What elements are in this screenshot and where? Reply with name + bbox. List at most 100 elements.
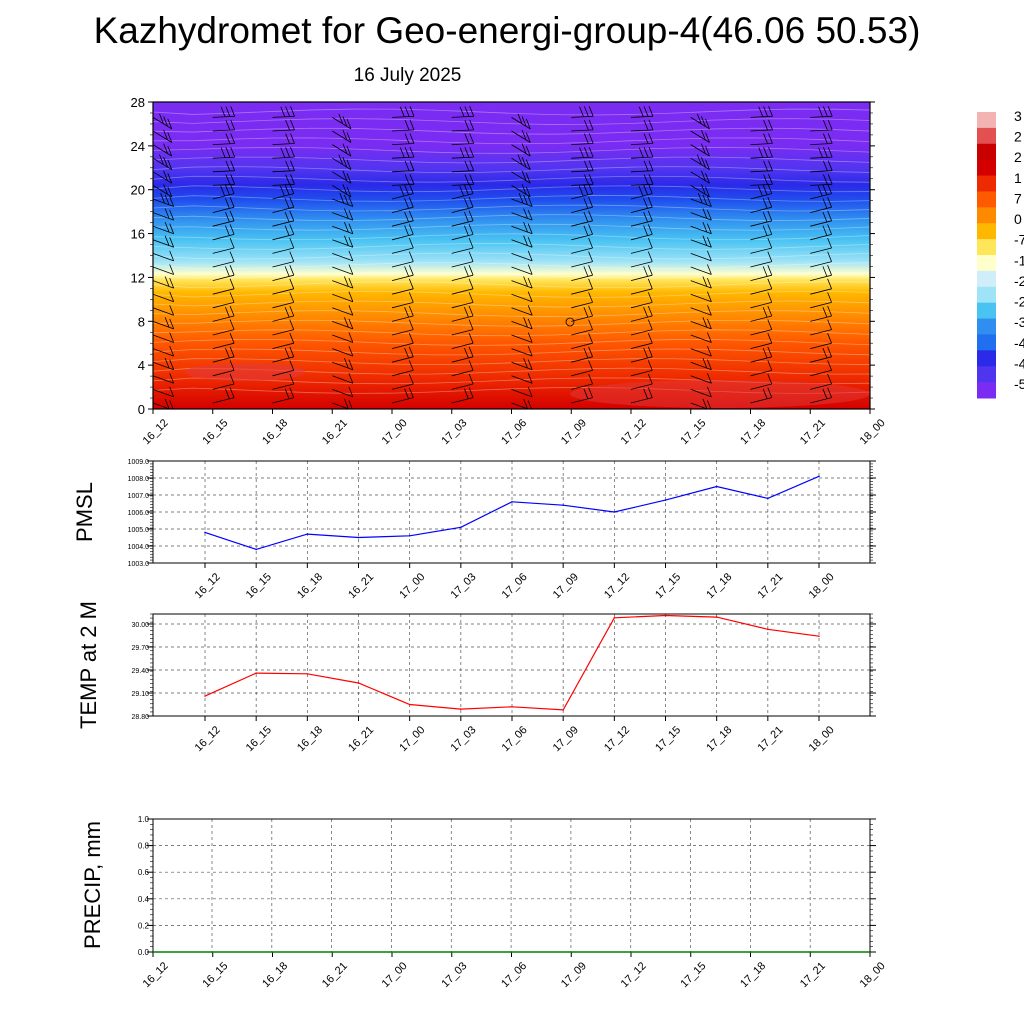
wind-barb (391, 197, 414, 213)
y-tick-label: 0.6 (138, 868, 150, 877)
wind-barb (630, 333, 653, 349)
wind-barb (212, 346, 235, 363)
colorbar-label: 3 (1014, 108, 1022, 124)
y-tick-label: 24 (131, 139, 145, 154)
x-tick-label: 17_00 (380, 960, 410, 990)
wind-barb (212, 146, 236, 159)
colorbar-swatch (977, 334, 996, 351)
wind-barb (212, 305, 235, 322)
x-tick-label: 16_18 (260, 960, 290, 990)
x-tick-label: 17_12 (602, 571, 632, 601)
wind-barb (451, 319, 474, 336)
data-point (408, 703, 411, 706)
wind-barb (571, 183, 593, 200)
wind-barb (750, 319, 773, 336)
wind-barb (272, 106, 295, 118)
wind-barb (690, 357, 712, 371)
wind-barb (630, 174, 654, 186)
y-tick-label: 1007.0 (128, 493, 150, 500)
wind-barb (571, 319, 593, 336)
x-tick-label: 16_12 (141, 960, 171, 990)
y-tick-label: 1009.0 (128, 459, 150, 466)
warm-core (570, 380, 870, 408)
wind-barb (153, 154, 173, 171)
wind-barb (869, 267, 870, 268)
wind-barb (212, 237, 235, 254)
x-tick-label: 16_21 (346, 571, 376, 601)
wind-barb (153, 386, 175, 398)
colorbar-label: -1 (1014, 252, 1024, 268)
wind-barb (511, 170, 531, 184)
wind-barb (690, 129, 710, 143)
wind-barb (451, 305, 474, 322)
wind-barb (571, 278, 593, 295)
data-point (511, 501, 513, 503)
wind-barb (630, 360, 653, 377)
wind-barb (750, 278, 773, 295)
contour-line (153, 214, 870, 221)
contour-line (153, 175, 870, 183)
panel-frame (152, 613, 871, 717)
x-tick-label: 18_00 (858, 417, 888, 447)
wind-barb (451, 346, 474, 363)
wind-barb (391, 146, 415, 159)
wind-barb (391, 210, 414, 227)
x-tick-label: 17_06 (500, 571, 530, 601)
wind-barb (810, 346, 832, 363)
panel-frame (152, 818, 871, 953)
wind-barb (810, 133, 833, 145)
wind-barb (869, 212, 870, 214)
wind-barb (869, 239, 870, 241)
wind-barb (272, 119, 295, 132)
wind-barb (451, 197, 474, 213)
wind-barb (332, 129, 352, 143)
x-tick-label: 16_12 (193, 724, 223, 754)
contour-line (153, 339, 870, 346)
wind-barb (571, 210, 593, 227)
wind-barb (511, 235, 533, 248)
wind-barb (332, 143, 352, 157)
data-point (204, 695, 206, 697)
x-tick-label: 16_18 (295, 571, 325, 601)
x-tick-label: 18_00 (807, 724, 837, 754)
wind-barb (869, 131, 870, 132)
wind-barb (690, 250, 712, 262)
colorbar-swatch (977, 366, 996, 383)
wind-barb (750, 265, 773, 281)
wind-barb (212, 387, 235, 404)
x-tick-label: 17_03 (439, 960, 469, 990)
contour-line (153, 319, 870, 327)
wind-barb (451, 174, 475, 186)
wind-barb (153, 305, 175, 316)
wind-barb (810, 210, 832, 227)
wind-barb (750, 360, 773, 377)
wind-barb (690, 170, 710, 184)
wind-barb (153, 332, 175, 343)
colorbar-label: -7 (1014, 232, 1024, 248)
wind-barb (750, 373, 773, 390)
wind-barb (391, 346, 414, 363)
wind-barb (630, 346, 653, 363)
wind-barb (750, 106, 773, 118)
wind-barb (272, 183, 295, 200)
wind-barb (571, 160, 594, 173)
wind-barb (153, 276, 175, 289)
wind-barb (750, 210, 773, 227)
data-point (306, 673, 309, 675)
x-tick-label: 17_06 (499, 960, 529, 990)
wind-barb (630, 373, 653, 390)
contour-line (153, 204, 870, 212)
wind-barb (630, 237, 653, 254)
wind-barb (451, 387, 474, 404)
wind-barb (690, 193, 712, 207)
contour-line (153, 281, 870, 289)
wind-barb (750, 197, 773, 213)
wind-barb (391, 224, 414, 241)
wind-barb (391, 319, 414, 336)
x-tick-label: 17_18 (704, 571, 734, 601)
colorbar-swatch (977, 127, 996, 145)
wind-barb (571, 305, 593, 322)
wind-barb (212, 119, 236, 132)
colorbar-swatch (977, 175, 996, 192)
wind-barb (332, 193, 354, 207)
